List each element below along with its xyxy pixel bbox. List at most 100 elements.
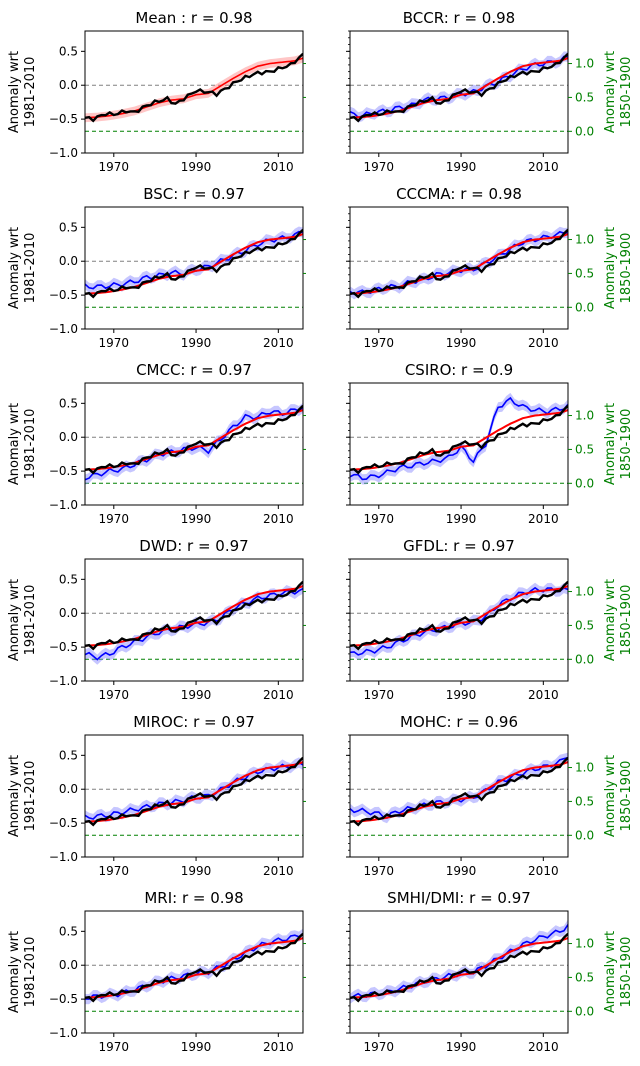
y-axis-label-line1: Anomaly wrt xyxy=(7,579,22,661)
x-tick-label: 1990 xyxy=(446,864,477,878)
y-tick-label: 0.0 xyxy=(59,254,78,268)
y-axis-label-line2: 1981-2010 xyxy=(23,585,38,656)
plot-area xyxy=(350,226,568,308)
plot-area xyxy=(85,402,303,485)
right-tick-label: 0.5 xyxy=(575,266,594,280)
right-tick-label: 0.0 xyxy=(575,652,594,666)
y-axis-label-line1: Anomaly wrt xyxy=(7,403,22,485)
observed-line xyxy=(350,52,568,123)
y-tick-label: 0.5 xyxy=(59,396,78,410)
panel-11: SMHI/DMI: r = 0.97 1970 1990 2010 1.0 0.5 0.0 A… xyxy=(346,889,634,1054)
x-tick-label: 2010 xyxy=(263,512,294,526)
model-spread-band xyxy=(350,392,568,485)
x-tick-label: 1970 xyxy=(364,512,395,526)
x-tick-label: 1970 xyxy=(364,864,395,878)
x-tick-label: 1990 xyxy=(446,688,477,702)
model-line xyxy=(85,407,303,481)
x-tick-label: 1990 xyxy=(181,336,212,350)
right-axis-label-line1: Anomaly wrt xyxy=(603,579,618,661)
plot-area xyxy=(350,580,568,660)
right-tick-label: 0.0 xyxy=(575,476,594,490)
y-tick-label: 0.0 xyxy=(59,782,78,796)
x-tick-label: 1970 xyxy=(364,160,395,174)
x-tick-label: 1970 xyxy=(99,1040,130,1054)
observed-line xyxy=(350,228,568,299)
panel-title: MIROC: r = 0.97 xyxy=(133,713,255,731)
multimodel-mean-line xyxy=(85,761,303,823)
right-axis-label-line2: 1850-1900 xyxy=(619,57,634,128)
panel-title: CSIRO: r = 0.9 xyxy=(405,361,513,379)
y-tick-label: −0.5 xyxy=(49,992,78,1006)
x-tick-label: 1990 xyxy=(181,160,212,174)
y-tick-label: 0.0 xyxy=(59,606,78,620)
right-axis-label-line1: Anomaly wrt xyxy=(603,931,618,1013)
y-tick-label: −0.5 xyxy=(49,464,78,478)
x-tick-label: 1990 xyxy=(446,336,477,350)
multimodel-mean-line xyxy=(85,233,303,295)
plot-area xyxy=(85,52,303,132)
y-tick-label: −1.0 xyxy=(49,146,78,160)
right-tick-label: 1.0 xyxy=(575,761,594,775)
panel-7: GFDL: r = 0.97 1970 1990 2010 1.0 0.5 0.0 Anoma… xyxy=(346,537,634,702)
model-line xyxy=(350,396,568,481)
right-axis-label-line1: Anomaly wrt xyxy=(603,403,618,485)
right-tick-label: 1.0 xyxy=(575,585,594,599)
plot-frame xyxy=(84,910,304,1034)
plot-frame xyxy=(84,30,304,154)
right-tick-label: 0.0 xyxy=(575,1004,594,1018)
y-axis-label-line2: 1981-2010 xyxy=(23,937,38,1008)
right-tick-label: 1.0 xyxy=(575,937,594,951)
plot-area xyxy=(350,919,568,1012)
x-tick-label: 1990 xyxy=(181,1040,212,1054)
observed-line xyxy=(85,756,303,827)
y-axis-label-line1: Anomaly wrt xyxy=(7,755,22,837)
x-tick-label: 1970 xyxy=(364,1040,395,1054)
multimodel-mean-line xyxy=(85,937,303,999)
plot-frame xyxy=(84,206,304,330)
y-axis-label-line2: 1981-2010 xyxy=(23,409,38,480)
multimodel-mean-line xyxy=(350,233,568,295)
plot-area xyxy=(350,752,568,836)
y-tick-label: −0.5 xyxy=(49,816,78,830)
x-tick-label: 1970 xyxy=(364,336,395,350)
observed-line xyxy=(85,228,303,299)
right-axis-label-line2: 1850-1900 xyxy=(619,937,634,1008)
y-tick-label: −1.0 xyxy=(49,674,78,688)
y-tick-label: −0.5 xyxy=(49,112,78,126)
y-tick-label: 0.5 xyxy=(59,220,78,234)
right-axis-label-line2: 1850-1900 xyxy=(619,233,634,304)
y-tick-label: 0.0 xyxy=(59,958,78,972)
panel-0: Mean : r = 0.98 1970 1990 2010 0.5 0.0 −0.5 −1.… xyxy=(7,9,306,174)
y-tick-label: −1.0 xyxy=(49,850,78,864)
multimodel-mean-line xyxy=(85,585,303,647)
x-tick-label: 1990 xyxy=(446,160,477,174)
right-tick-label: 0.5 xyxy=(575,90,594,104)
model-spread-band xyxy=(350,51,568,123)
x-tick-label: 1990 xyxy=(446,1040,477,1054)
panel-4: CMCC: r = 0.97 1970 1990 2010 0.5 0.0 −0.5 −1.0… xyxy=(7,361,306,526)
y-tick-label: −1.0 xyxy=(49,322,78,336)
right-axis-label-line2: 1850-1900 xyxy=(619,585,634,656)
panel-title: DWD: r = 0.97 xyxy=(139,537,248,555)
observed-line xyxy=(350,580,568,651)
model-spread-band xyxy=(350,919,568,1004)
right-tick-label: 1.0 xyxy=(575,233,594,247)
x-tick-label: 1970 xyxy=(99,336,130,350)
panel-title: MOHC: r = 0.96 xyxy=(400,713,518,731)
plot-frame xyxy=(84,558,304,682)
right-tick-label: 0.0 xyxy=(575,300,594,314)
x-tick-label: 1990 xyxy=(181,688,212,702)
x-tick-label: 1990 xyxy=(446,512,477,526)
y-axis-label-line2: 1981-2010 xyxy=(23,233,38,304)
y-tick-label: 0.5 xyxy=(59,44,78,58)
plot-area xyxy=(350,392,568,485)
plot-area xyxy=(350,51,568,132)
panel-9: MOHC: r = 0.96 1970 1990 2010 1.0 0.5 0.0 Anoma… xyxy=(346,713,634,878)
panel-title: BSC: r = 0.97 xyxy=(143,185,245,203)
multimodel-mean-line xyxy=(350,585,568,647)
panel-8: MIROC: r = 0.97 1970 1990 2010 0.5 0.0 −0.5 −1.… xyxy=(7,713,306,878)
panel-title: BCCR: r = 0.98 xyxy=(403,9,515,27)
panel-2: BSC: r = 0.97 1970 1990 2010 0.5 0.0 −0.5 −1.0 A… xyxy=(7,185,306,350)
panel-title: GFDL: r = 0.97 xyxy=(403,537,515,555)
